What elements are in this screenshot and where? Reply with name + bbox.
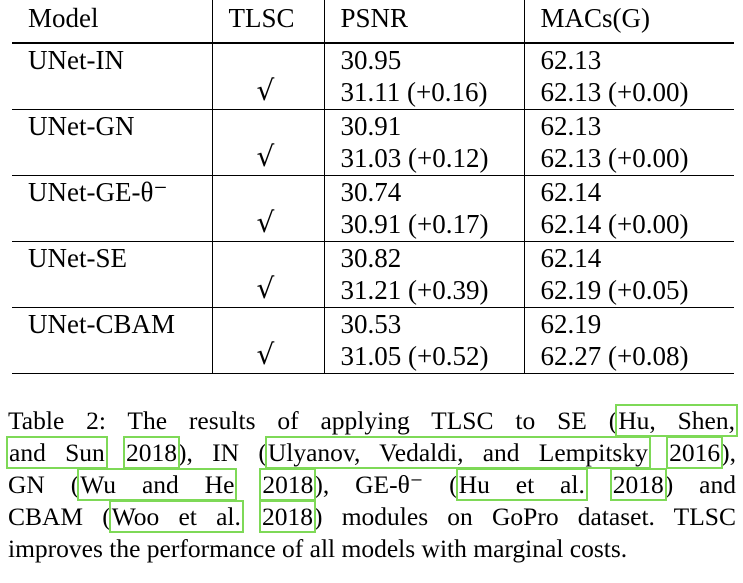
header-macs: MACs(G) xyxy=(523,0,734,44)
check-mark-icon: √ xyxy=(256,205,275,239)
caption-line-4: CBAM (Woo et al. 2018) modules on GoPro … xyxy=(8,500,736,533)
check-mark-icon: √ xyxy=(256,139,275,173)
psnr-baseline: 30.95 xyxy=(340,45,402,75)
model-name-cell: UNet-GN xyxy=(12,108,212,175)
tlsc-cell: √ xyxy=(211,43,324,109)
psnr-cell: 30.82 31.21 (+0.39) xyxy=(323,240,524,307)
caption-line-1: Table 2: The results of applying TLSC to… xyxy=(8,404,738,437)
citation-woo-year[interactable]: 2018 xyxy=(259,500,317,533)
macs-with-tlsc: 62.13 (+0.00) xyxy=(540,142,689,173)
psnr-baseline: 30.82 xyxy=(340,242,402,273)
caption-line-2: and Sun 2018), IN (Ulyanov, Vedaldi, and… xyxy=(6,436,736,469)
citation-wu-he[interactable]: Wu and He xyxy=(77,468,238,501)
check-mark-icon: √ xyxy=(256,74,275,107)
tlsc-cell: √ xyxy=(211,306,324,374)
citation-hu-year[interactable]: 2018 xyxy=(123,436,181,469)
macs-baseline: 62.19 xyxy=(540,308,602,339)
table-row: UNet-GN √ 30.91 31.03 (+0.12) 62.13 62.13 (+0… xyxy=(12,108,734,175)
psnr-with-tlsc: 31.03 (+0.12) xyxy=(340,142,489,173)
psnr-cell: 30.91 31.03 (+0.12) xyxy=(323,108,524,175)
caption-line-5: improves the performance of all models w… xyxy=(8,534,628,563)
citation-hu-et-al[interactable]: Hu et al. xyxy=(455,468,588,501)
check-mark-icon: √ xyxy=(256,337,275,371)
citation-wu-year[interactable]: 2018 xyxy=(259,468,317,501)
macs-baseline: 62.14 xyxy=(540,176,602,207)
tlsc-cell: √ xyxy=(211,240,324,307)
table-row: UNet-SE √ 30.82 31.21 (+0.39) 62.14 62.19 (+0… xyxy=(12,240,734,307)
macs-baseline: 62.14 xyxy=(540,242,602,273)
psnr-cell: 30.95 31.11 (+0.16) xyxy=(323,43,524,109)
macs-cell: 62.13 62.13 (+0.00) xyxy=(523,108,734,175)
model-name-cell: UNet-CBAM xyxy=(12,306,212,374)
model-name-cell: UNet-GE-θ⁻ xyxy=(12,174,212,241)
macs-cell: 62.19 62.27 (+0.08) xyxy=(523,306,734,374)
table-row: UNet-IN √ 30.95 31.11 (+0.16) 62.13 62.13 (+0… xyxy=(12,43,734,109)
model-name-cell: UNet-SE xyxy=(12,240,212,307)
psnr-baseline: 30.91 xyxy=(340,110,402,141)
psnr-with-tlsc: 31.05 (+0.52) xyxy=(340,340,489,371)
citation-hu-shen-sun-cont[interactable]: and Sun xyxy=(6,436,108,469)
table-row: UNet-GE-θ⁻ √ 30.74 30.91 (+0.17) 62.14 62.14 … xyxy=(12,174,734,241)
model-name-cell: UNet-IN xyxy=(28,45,124,75)
table-header-row: Model TLSC PSNR MACs(G) xyxy=(12,0,734,44)
table-caption: Table 2: The results of applying TLSC to… xyxy=(6,404,738,565)
caption-line-3: GN (Wu and He 2018), GE-θ⁻ (Hu et al. 20… xyxy=(8,468,736,501)
citation-ulyanov[interactable]: Ulyanov, Vedaldi, and Lempitsky xyxy=(264,436,651,469)
tlsc-cell: √ xyxy=(211,108,324,175)
citation-hu-shen-sun[interactable]: Hu, Shen, xyxy=(615,404,738,437)
psnr-cell: 30.74 30.91 (+0.17) xyxy=(323,174,524,241)
psnr-with-tlsc: 30.91 (+0.17) xyxy=(340,208,489,239)
macs-cell: 62.14 62.14 (+0.00) xyxy=(523,174,734,241)
results-table-container: Model TLSC PSNR MACs(G) UNet-IN √ 30.95 31.… xyxy=(12,0,734,374)
citation-hu-et-al-year[interactable]: 2018 xyxy=(609,468,667,501)
table-row: UNet-CBAM √ 30.53 31.05 (+0.52) 62.19 62.27 (… xyxy=(12,306,734,374)
macs-with-tlsc: 62.27 (+0.08) xyxy=(540,340,689,371)
macs-baseline: 62.13 xyxy=(540,110,602,141)
psnr-with-tlsc: 31.11 (+0.16) xyxy=(340,77,488,107)
header-tlsc: TLSC xyxy=(211,0,324,44)
psnr-baseline: 30.53 xyxy=(340,308,402,339)
macs-with-tlsc: 62.13 (+0.00) xyxy=(540,77,689,107)
psnr-baseline: 30.74 xyxy=(340,176,402,207)
macs-cell: 62.13 62.13 (+0.00) xyxy=(523,43,734,109)
header-model: Model xyxy=(12,0,212,44)
citation-ulyanov-year[interactable]: 2016 xyxy=(666,436,724,469)
macs-with-tlsc: 62.19 (+0.05) xyxy=(540,274,689,305)
macs-with-tlsc: 62.14 (+0.00) xyxy=(540,208,689,239)
header-psnr: PSNR xyxy=(323,0,524,44)
tlsc-cell: √ xyxy=(211,174,324,241)
check-mark-icon: √ xyxy=(256,271,275,305)
psnr-cell: 30.53 31.05 (+0.52) xyxy=(323,306,524,374)
psnr-with-tlsc: 31.21 (+0.39) xyxy=(340,274,489,305)
results-table: Model TLSC PSNR MACs(G) UNet-IN √ 30.95 31.… xyxy=(12,0,734,374)
macs-cell: 62.14 62.19 (+0.05) xyxy=(523,240,734,307)
macs-baseline: 62.13 xyxy=(540,45,602,75)
citation-woo-et-al[interactable]: Woo et al. xyxy=(108,500,244,533)
